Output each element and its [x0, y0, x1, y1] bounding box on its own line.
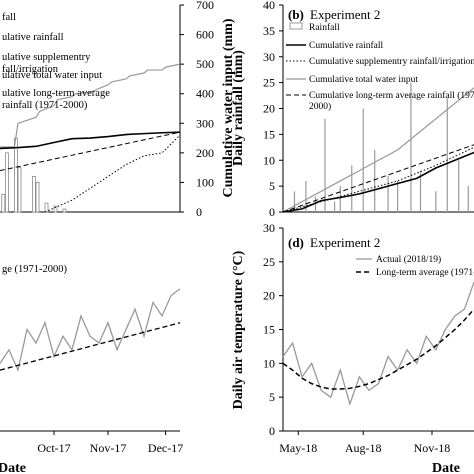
a-ytick-label: 200 [196, 146, 214, 160]
b-legend-label: 2000) [309, 101, 331, 112]
d-legend-label: Long-term average (1971-200 [376, 267, 474, 278]
b-series-line [282, 144, 474, 213]
d-ytick-label: 25 [263, 255, 275, 269]
d-ytick-label: 10 [263, 356, 275, 370]
a-series-line [0, 63, 181, 148]
b-legend-label: Cumulative long-term average rainfall (1… [309, 90, 474, 101]
b-yticks: 0 5 10 15 20 25 30 35 40 [263, 0, 283, 219]
a-legend-label: fall/irrigation [2, 64, 59, 75]
c-legend-label: ge (1971-2000) [2, 264, 68, 275]
b-legend-label: Cumulative rainfall [309, 40, 383, 51]
a-ytick-label: 600 [196, 28, 214, 42]
c-xtick-label: Dec-17 [148, 441, 183, 455]
panel-label-b: (b) [288, 7, 304, 22]
d-xtick-label: Aug-18 [345, 441, 382, 455]
legend-b: Rainfall Cumulative rainfall Cumulative su… [286, 22, 474, 112]
d-ytick-label: 30 [263, 221, 275, 235]
a-ytick-label: 700 [196, 0, 214, 12]
b-legend-label: Cumulative supplementry rainfall/irrigat… [309, 56, 474, 67]
xlabel-c: Date [0, 461, 26, 474]
d-ytick-label: 5 [269, 390, 275, 404]
d-xtick-label: Nov-18 [414, 441, 451, 455]
c-series-line [0, 322, 181, 371]
a-bar [13, 137, 18, 213]
b-series-line [282, 146, 474, 213]
d-series-line [282, 308, 474, 390]
b-bars [293, 82, 469, 212]
c-xtick-label: Oct-17 [37, 441, 70, 455]
a-legend-label: ulative long-term average [2, 88, 110, 99]
d-ytick-label: 20 [263, 289, 275, 303]
a-series-line [0, 131, 181, 172]
panel-b: 0 5 10 15 20 25 30 35 40 Daily rainfall (mm) (b)… [231, 0, 474, 219]
c-xtick-label: Nov-17 [90, 441, 127, 455]
b-ytick-label: 20 [263, 102, 275, 116]
b-ytick-label: 0 [269, 205, 275, 219]
ylabel-b: Daily rainfall (mm) [231, 50, 246, 166]
b-ytick-label: 15 [263, 127, 275, 141]
b-lines [282, 87, 474, 213]
c-xticks: Oct-17 Nov-17 Dec-17 [37, 431, 183, 455]
a-legend-label: fall [2, 12, 16, 23]
d-ytick-label: 0 [269, 424, 275, 438]
a-bar [44, 202, 49, 213]
b-ytick-label: 5 [269, 179, 275, 193]
b-ytick-label: 35 [263, 24, 275, 38]
title-d: Experiment 2 [310, 235, 380, 250]
a-legend-label: ulative total water input [2, 70, 102, 81]
a-ytick-label: 0 [196, 205, 202, 219]
a-bar [32, 176, 36, 213]
a-bar [35, 182, 40, 213]
c-series-line [0, 288, 181, 373]
d-xticks: May-18 Aug-18 Nov-18 [279, 431, 450, 455]
a-legend-label: ulative supplementry [2, 52, 91, 63]
a-ytick-label: 100 [196, 175, 214, 189]
b-legend-key [289, 22, 303, 30]
d-ytick-label: 15 [263, 323, 275, 337]
a-bar [17, 167, 22, 213]
b-ytick-label: 10 [263, 153, 275, 167]
b-series-line [282, 151, 474, 213]
b-ytick-label: 30 [263, 50, 275, 64]
legend-c: ge (1971-2000) [2, 264, 68, 275]
a-legend-label: ulative rainfall [2, 32, 64, 43]
ylabel-d: Daily air temperature (°C) [231, 250, 246, 409]
panel-a: 0 100 200 300 400 500 600 700 Cumulative water … [0, 0, 236, 219]
legend-a: fall ulative rainfall ulative supplementry… [2, 12, 110, 111]
b-legend-label: Rainfall [309, 22, 340, 33]
d-legend-label: Actual (2018/19) [376, 254, 441, 265]
a-legend-label: rainfall (1971-2000) [2, 100, 88, 111]
panel-d: 0 5 10 15 20 25 30 May-18 Aug-18 Nov-18 Daily ai… [231, 221, 474, 474]
a-bars [1, 137, 67, 213]
c-lines [0, 288, 181, 373]
b-legend-label: Cumulative total water input [309, 75, 418, 85]
legend-d: Actual (2018/19) Long-term average (1971-… [356, 254, 474, 278]
a-bar [1, 193, 6, 213]
d-lines [282, 281, 474, 407]
b-ytick-label: 40 [263, 0, 275, 12]
b-ytick-label: 25 [263, 76, 275, 90]
a-ytick-label: 500 [196, 57, 214, 71]
xlabel-d: Date [432, 461, 460, 474]
a-bar [62, 208, 67, 213]
d-xtick-label: May-18 [279, 441, 317, 455]
title-b: Experiment 2 [310, 7, 380, 22]
a-bar [53, 205, 58, 213]
panel-c: Oct-17 Nov-17 Dec-17 Date ge (1971-2000) [0, 264, 183, 474]
panel-label-d: (d) [288, 235, 304, 250]
a-bar [5, 152, 9, 213]
a-yticks: 0 100 200 300 400 500 600 700 [180, 0, 214, 219]
a-series-line [0, 131, 181, 150]
a-ytick-label: 300 [196, 116, 214, 130]
a-lines [0, 63, 181, 213]
d-series-line [282, 281, 474, 407]
d-yticks: 0 5 10 15 20 25 30 [263, 221, 283, 438]
b-series-line [282, 87, 474, 213]
ylabel-right-a: Cumulative water input (mm) [221, 18, 236, 197]
a-ytick-label: 400 [196, 87, 214, 101]
